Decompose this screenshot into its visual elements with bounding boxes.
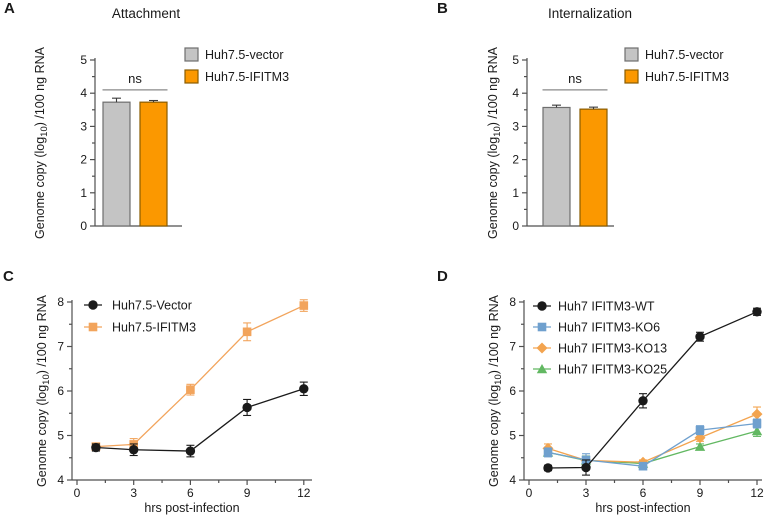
panel-growth-ifitm3-knockouts: D 4 5 6 7 8 Genome copy (log10) /100 ng RNA 0 3… (384, 262, 764, 520)
svg-text:6: 6 (509, 384, 516, 398)
svg-text:Huh7 IFITM3-WT: Huh7 IFITM3-WT (558, 300, 655, 314)
svg-text:9: 9 (697, 486, 704, 500)
svg-text:8: 8 (57, 295, 64, 309)
panel-growth-vector-vs-ifitm3: C 4 5 6 7 8 Genome copy (log10) /100 ng RNA 0 3… (0, 262, 380, 520)
svg-text:7: 7 (57, 340, 64, 354)
svg-text:3: 3 (583, 486, 590, 500)
svg-text:12: 12 (297, 486, 311, 500)
svg-text:5: 5 (80, 53, 87, 67)
chart-growth-curve-overexpression: 4 5 6 7 8 Genome copy (log10) /100 ng RNA 0 3 6 9… (35, 294, 312, 515)
svg-text:Huh7.5-vector: Huh7.5-vector (645, 48, 724, 62)
svg-text:6: 6 (57, 384, 64, 398)
svg-text:5: 5 (57, 429, 64, 443)
panel-letter-c: C (3, 268, 14, 285)
chart-growth-curve-knockouts: 4 5 6 7 8 Genome copy (log10) /100 ng RNA 0 3 6 9… (487, 294, 764, 515)
chart-internalization-bar: 0 1 2 3 4 5 Genome copy (log10) /100 ng RNA Int… (486, 6, 729, 239)
svg-text:8: 8 (509, 295, 516, 309)
svg-text:4: 4 (509, 473, 516, 487)
svg-text:Huh7.5-IFITM3: Huh7.5-IFITM3 (645, 70, 729, 84)
svg-text:ns: ns (568, 71, 582, 86)
svg-text:2: 2 (80, 153, 87, 167)
panel-letter-a: A (4, 0, 15, 17)
svg-text:5: 5 (509, 429, 516, 443)
svg-text:Genome copy (log10) /100 ng RN: Genome copy (log10) /100 ng RNA (33, 46, 50, 239)
svg-text:3: 3 (512, 119, 519, 133)
svg-text:Huh7 IFITM3-KO13: Huh7 IFITM3-KO13 (558, 342, 667, 356)
svg-text:9: 9 (244, 486, 251, 500)
svg-text:ns: ns (128, 71, 142, 86)
panel-letter-b: B (437, 0, 448, 17)
svg-text:Internalization: Internalization (548, 6, 632, 21)
svg-text:4: 4 (512, 86, 519, 100)
svg-text:Huh7 IFITM3-KO25: Huh7 IFITM3-KO25 (558, 363, 667, 377)
svg-text:0: 0 (526, 486, 533, 500)
svg-text:4: 4 (80, 86, 87, 100)
svg-text:Attachment: Attachment (112, 6, 181, 21)
svg-text:hrs post-infection: hrs post-infection (144, 501, 239, 515)
svg-text:6: 6 (187, 486, 194, 500)
svg-text:2: 2 (512, 153, 519, 167)
svg-text:Genome copy (log10) /100 ng RN: Genome copy (log10) /100 ng RNA (487, 294, 504, 487)
chart-attachment-bar: 0 1 2 3 4 5 Genome copy (log10) /100 ng RNA Att… (33, 6, 289, 239)
svg-text:Genome copy (log10) /100 ng RN: Genome copy (log10) /100 ng RNA (35, 294, 52, 487)
svg-text:7: 7 (509, 340, 516, 354)
svg-text:Huh7.5-IFITM3: Huh7.5-IFITM3 (112, 321, 196, 335)
svg-text:1: 1 (80, 186, 87, 200)
panel-internalization: B 0 1 2 3 4 5 Genome copy (log10) /100 ng RNA I… (384, 0, 764, 258)
svg-text:Genome copy (log10) /100 ng RN: Genome copy (log10) /100 ng RNA (486, 46, 503, 239)
svg-text:3: 3 (130, 486, 137, 500)
svg-text:0: 0 (80, 219, 87, 233)
svg-text:5: 5 (512, 53, 519, 67)
svg-text:Huh7.5-vector: Huh7.5-vector (205, 48, 284, 62)
svg-text:1: 1 (512, 186, 519, 200)
svg-text:0: 0 (512, 219, 519, 233)
svg-text:3: 3 (80, 119, 87, 133)
svg-text:Huh7.5-Vector: Huh7.5-Vector (112, 299, 192, 313)
svg-text:0: 0 (74, 486, 81, 500)
panel-letter-d: D (437, 268, 448, 285)
panel-attachment: A 0 1 2 3 4 5 Genome copy (log10) /100 ng RNA A… (0, 0, 380, 258)
svg-text:hrs post-infection: hrs post-infection (595, 501, 690, 515)
svg-text:Huh7.5-IFITM3: Huh7.5-IFITM3 (205, 70, 289, 84)
svg-text:Huh7 IFITM3-KO6: Huh7 IFITM3-KO6 (558, 321, 660, 335)
svg-text:12: 12 (750, 486, 764, 500)
svg-text:4: 4 (57, 473, 64, 487)
svg-text:6: 6 (640, 486, 647, 500)
